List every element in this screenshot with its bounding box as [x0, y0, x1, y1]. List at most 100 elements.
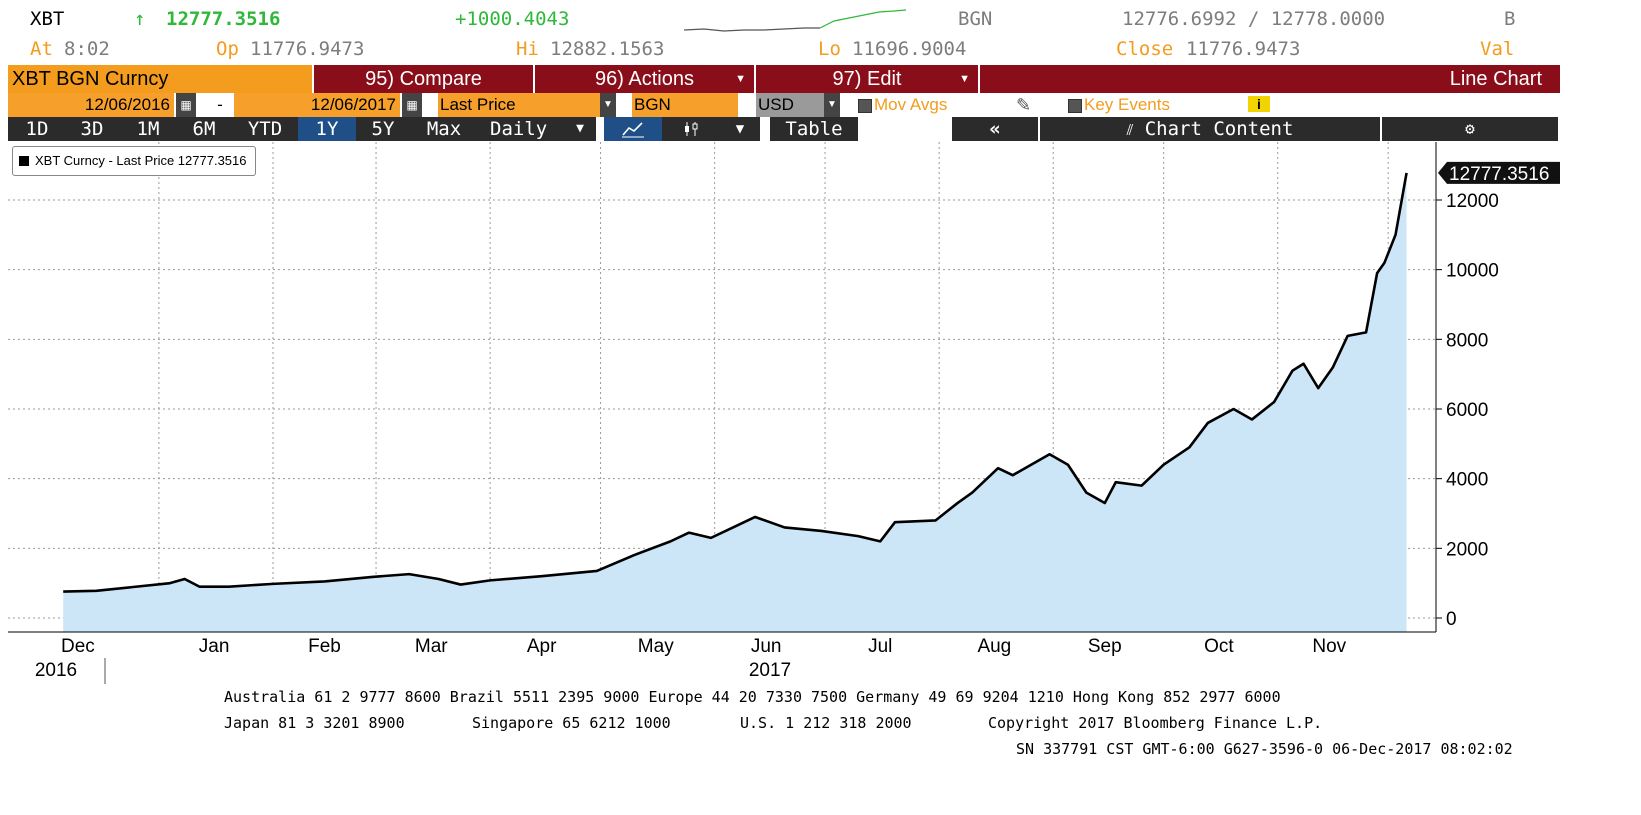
table-button[interactable]: Table	[770, 117, 858, 141]
price-chart[interactable]: 0 2000 4000 6000 8000 10000 12000 12777.3516 Dec…	[0, 142, 1641, 692]
dropdown-arrow-icon[interactable]: ▼	[824, 93, 840, 117]
footer-contacts-line1: Australia 61 2 9777 8600 Brazil 5511 239…	[224, 688, 1281, 706]
footer-copyright: Copyright 2017 Bloomberg Finance L.P.	[988, 714, 1323, 732]
price-area	[63, 172, 1407, 632]
x-tick-label: Aug	[977, 636, 1011, 657]
actions-menu[interactable]: 96) Actions ▼	[535, 65, 754, 93]
sparkline	[684, 9, 906, 32]
end-date-field[interactable]: 12/06/2017	[234, 93, 400, 117]
footer-us: U.S. 1 212 318 2000	[740, 714, 912, 732]
field-select[interactable]: Last Price	[438, 93, 600, 117]
footer-session-info: SN 337791 CST GMT-6:00 G627-3596-0 06-De…	[1016, 740, 1513, 758]
calendar-icon[interactable]: ▦	[176, 93, 196, 117]
y-tick-label: 10000	[1446, 261, 1499, 282]
at-time: 8:02	[64, 38, 110, 60]
dropdown-arrow-icon: ▼	[735, 73, 746, 85]
legend-swatch	[19, 156, 29, 166]
price-line	[63, 172, 1408, 593]
calendar-icon[interactable]: ▦	[402, 93, 422, 117]
footer-singapore: Singapore 65 6212 1000	[472, 714, 671, 732]
chart-legend: XBT Curncy - Last Price 12777.3516	[12, 146, 256, 176]
x-tick-label: Jul	[868, 636, 892, 657]
y-tick-label: 2000	[1446, 539, 1488, 560]
bid-ask: 12776.6992 / 12778.0000	[1122, 8, 1386, 30]
y-tick-label: 12000	[1446, 191, 1499, 212]
low-value: 11696.9004	[852, 38, 967, 60]
x-tick-label: Jun	[751, 636, 782, 657]
key-events-label[interactable]: Key Events	[1084, 95, 1170, 114]
chart-content-label: Chart Content	[1144, 118, 1294, 140]
actions-label: 96) Actions	[595, 68, 694, 90]
date-separator: -	[217, 95, 223, 114]
x-tick-label: Feb	[308, 636, 341, 657]
dropdown-arrow-icon[interactable]: ▼	[600, 93, 616, 117]
pencil-icon[interactable]: ✎	[1016, 95, 1032, 115]
source-code: BGN	[958, 8, 993, 30]
dropdown-arrow-icon: ▼	[959, 73, 970, 85]
frequency-select[interactable]: Daily ▼	[478, 117, 596, 141]
compare-label: 95) Compare	[365, 68, 482, 90]
period-5y[interactable]: 5Y	[356, 117, 410, 141]
mov-avgs-checkbox[interactable]	[858, 99, 872, 113]
x-tick-label: Mar	[415, 636, 448, 657]
chart-type-label[interactable]: Line Chart	[980, 65, 1560, 93]
period-6m[interactable]: 6M	[176, 117, 232, 141]
x-tick-label: Sep	[1088, 636, 1122, 657]
x-tick-label: May	[638, 636, 674, 657]
period-1y-active[interactable]: 1Y	[298, 117, 356, 141]
ticker: XBT	[30, 8, 65, 30]
start-date-field[interactable]: 12/06/2016	[8, 93, 174, 117]
period-max[interactable]: Max	[410, 117, 478, 141]
source-field[interactable]: BGN	[632, 93, 738, 117]
edit-label: 97) Edit	[832, 68, 902, 90]
period-1m[interactable]: 1M	[120, 117, 176, 141]
last-price-tag-label: 12777.3516	[1449, 164, 1549, 185]
last-price: 12777.3516	[166, 8, 281, 30]
legend-text: XBT Curncy - Last Price 12777.3516	[35, 153, 247, 168]
currency-field[interactable]: USD	[756, 93, 824, 117]
y-tick-label: 8000	[1446, 330, 1488, 351]
x-year-label: 2017	[749, 660, 791, 681]
y-tick-label: 6000	[1446, 400, 1488, 421]
gear-icon[interactable]: ⚙	[1382, 117, 1558, 141]
key-events-checkbox[interactable]	[1068, 99, 1082, 113]
y-tick-label: 4000	[1446, 470, 1488, 491]
open-label: Op	[216, 38, 239, 60]
mov-avgs-label[interactable]: Mov Avgs	[874, 95, 948, 114]
candlestick-icon[interactable]	[662, 117, 720, 141]
chart-content-icon: ⫽	[1126, 121, 1134, 139]
price-change: +1000.4043	[455, 8, 570, 30]
x-tick-label: Nov	[1312, 636, 1346, 657]
x-year-label: 2016	[35, 660, 77, 681]
up-arrow-icon: ↑	[134, 8, 146, 30]
chart-content-button[interactable]: ⫽ Chart Content	[1040, 117, 1380, 141]
period-ytd[interactable]: YTD	[232, 117, 298, 141]
at-label: At	[30, 38, 53, 60]
high-value: 12882.1563	[550, 38, 665, 60]
close-value: 11776.9473	[1186, 38, 1301, 60]
dropdown-arrow-icon: ▼	[576, 121, 584, 136]
footer-japan: Japan 81 3 3201 8900	[224, 714, 405, 732]
x-tick-label: Apr	[527, 636, 557, 657]
low-label: Lo	[818, 38, 841, 60]
x-tick-label: Jan	[199, 636, 230, 657]
compare-menu[interactable]: 95) Compare	[314, 65, 533, 93]
security-field[interactable]: XBT BGN Curncy	[8, 65, 312, 93]
high-label: Hi	[516, 38, 539, 60]
last-price-tag	[1438, 161, 1560, 184]
val-label: Val	[1480, 38, 1515, 60]
line-chart-icon[interactable]	[604, 117, 662, 141]
period-3d[interactable]: 3D	[64, 117, 120, 141]
x-tick-label: Oct	[1204, 636, 1234, 657]
frequency-label: Daily	[490, 118, 548, 140]
period-1d[interactable]: 1D	[8, 117, 66, 141]
x-tick-label: Dec	[61, 636, 95, 657]
info-icon[interactable]: i	[1248, 96, 1270, 112]
chart-style-dropdown[interactable]: ▼	[720, 117, 760, 141]
open-value: 11776.9473	[250, 38, 365, 60]
y-tick-label: 0	[1446, 609, 1457, 630]
close-label: Close	[1116, 38, 1174, 60]
right-code: B	[1504, 8, 1516, 30]
edit-menu[interactable]: 97) Edit ▼	[756, 65, 978, 93]
collapse-button[interactable]: «	[952, 117, 1038, 141]
